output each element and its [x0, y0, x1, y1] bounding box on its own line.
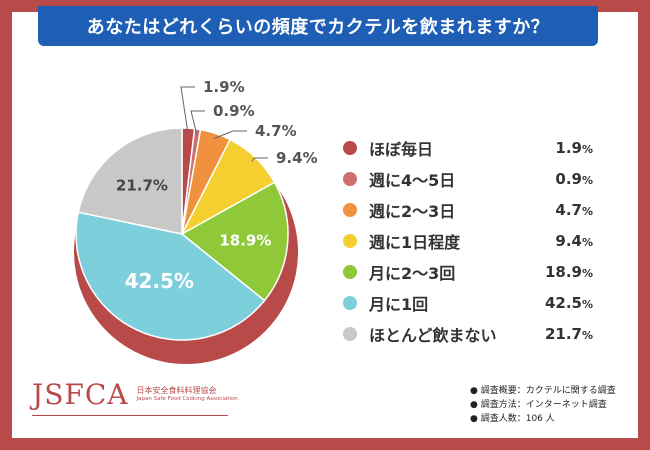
slice-label-1: 0.9%: [213, 102, 255, 120]
leader-line-0: [180, 86, 195, 134]
note-summary: ● 調査概要：カクテルに関する調査: [470, 386, 616, 396]
leader-lines: [180, 86, 268, 162]
slice-label-0: 1.9%: [203, 78, 245, 96]
slice-label-4: 18.9%: [219, 231, 271, 249]
slice-label-2: 4.7%: [255, 122, 297, 140]
legend-value: 0.9%: [555, 169, 593, 188]
note-count: ● 調査人数：106 人: [470, 414, 555, 424]
pie-slice-5: [75, 211, 266, 341]
legend-item-1: 週に4〜5日 0.9%: [343, 163, 593, 194]
legend-label: 月に1回: [369, 294, 429, 314]
legend-label: ほぼ毎日: [369, 139, 434, 159]
legend-swatch: [343, 233, 357, 248]
legend-item-6: ほとんど飲まない 21.7%: [343, 318, 593, 349]
logo-underline: [32, 415, 228, 416]
logo-name-jp: 日本安全食料料理協会: [136, 385, 217, 395]
legend-swatch: [343, 140, 357, 155]
legend-item-0: ほぼ毎日 1.9%: [343, 132, 593, 163]
legend-item-5: 月に1回 42.5%: [343, 287, 593, 318]
legend-item-2: 週に2〜3日 4.7%: [343, 194, 593, 225]
slice-labels: 1.9% 0.9%4.7% 9.4% 18.9% 42.5% 21.7%: [116, 78, 318, 293]
legend-label: ほとんど飲まない: [369, 325, 497, 345]
legend-swatch: [343, 171, 357, 186]
legend-item-4: 月に2〜3回 18.9%: [343, 256, 593, 287]
leader-line-1: [190, 110, 205, 135]
logo-text: 日本安全食料料理協会 Japan Safe Food Cooking Assoc…: [136, 386, 237, 404]
pie-slice-6: [77, 127, 183, 235]
logo-mark: JSFCA: [32, 378, 129, 411]
legend-value: 4.7%: [555, 200, 593, 219]
survey-notes: ● 調査概要：カクテルに関する調査 ● 調査方法：インターネット調査 ● 調査人…: [470, 384, 616, 426]
legend-swatch: [343, 264, 357, 279]
logo: JSFCA 日本安全食料料理協会 Japan Safe Food Cooking…: [32, 378, 238, 411]
chart-title: あなたはどれくらいの頻度でカクテルを飲まれますか？: [38, 6, 598, 46]
slice-label-3: 9.4%: [276, 149, 318, 167]
legend-label: 月に2〜3回: [369, 263, 456, 283]
note-method: ● 調査方法：インターネット調査: [470, 400, 607, 410]
legend-value: 18.9%: [544, 262, 593, 281]
legend-swatch: [343, 202, 357, 217]
logo-name-en: Japan Safe Food Cooking Association: [136, 396, 238, 403]
legend-swatch: [343, 295, 357, 310]
legend-value: 9.4%: [555, 231, 593, 250]
legend-label: 週に2〜3日: [369, 201, 456, 221]
legend: ほぼ毎日 1.9% 週に4〜5日 0.9% 週に2〜3日 4.7% 週に1日程度 9.4% 月に…: [343, 132, 593, 349]
leader-line-3: [251, 157, 268, 162]
legend-value: 1.9%: [555, 138, 593, 157]
legend-item-3: 週に1日程度 9.4%: [343, 225, 593, 256]
pie-slices: [75, 127, 289, 341]
legend-label: 週に1日程度: [369, 232, 461, 252]
legend-swatch: [343, 326, 357, 341]
pie-slice-4: [180, 181, 289, 302]
legend-value: 21.7%: [544, 324, 593, 343]
legend-label: 週に4〜5日: [369, 170, 456, 190]
leader-line-2: [213, 130, 247, 139]
legend-value: 42.5%: [544, 293, 593, 312]
slice-label-5: 42.5%: [125, 269, 194, 293]
slice-label-6: 21.7%: [116, 177, 168, 195]
